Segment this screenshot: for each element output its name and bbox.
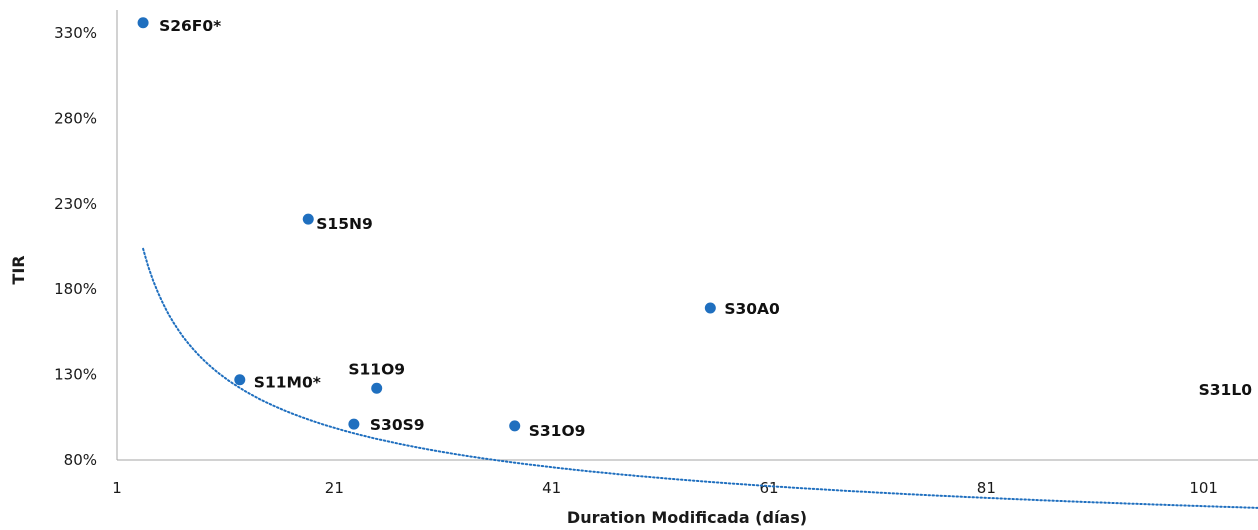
point-label: S30S9 [370, 416, 425, 434]
data-point [348, 418, 360, 430]
point-label: S15N9 [316, 215, 373, 233]
point-label: S30A0 [724, 300, 780, 318]
x-tick-label: 101 [1189, 479, 1218, 497]
x-axis-title: Duration Modificada (días) [567, 508, 807, 527]
point-label: S31O9 [529, 422, 586, 440]
x-tick-label: 61 [759, 479, 778, 497]
y-tick-label: 80% [64, 451, 97, 469]
data-points [137, 17, 716, 432]
y-tick-label: 280% [54, 109, 97, 127]
x-tick-label: 1 [112, 479, 122, 497]
y-tick-label: 330% [54, 24, 97, 42]
point-labels: S26F0* S15N9 S30A0 S11M0* S11O9 S30S9 S31O9 S31… [159, 17, 1252, 440]
data-point [234, 374, 246, 386]
y-tick-label: 180% [54, 280, 97, 298]
x-tick-label: 81 [977, 479, 996, 497]
y-tick-label: 130% [54, 366, 97, 384]
data-point [302, 213, 314, 225]
data-point [371, 382, 383, 394]
y-tick-labels: 80% 130% 180% 230% 280% 330% [54, 24, 97, 469]
data-point [509, 420, 521, 432]
point-label: S26F0* [159, 17, 221, 35]
data-point [137, 17, 149, 29]
x-tick-labels: 1 21 41 61 81 101 [112, 479, 1218, 497]
data-point [704, 302, 716, 314]
x-tick-label: 21 [325, 479, 344, 497]
y-axis-title: TIR [9, 255, 28, 284]
point-label: S11O9 [348, 360, 405, 378]
point-label: S31L0 [1199, 381, 1253, 399]
y-tick-label: 230% [54, 195, 97, 213]
x-tick-label: 41 [542, 479, 561, 497]
point-label: S11M0* [254, 374, 321, 392]
trendline [142, 247, 1258, 509]
